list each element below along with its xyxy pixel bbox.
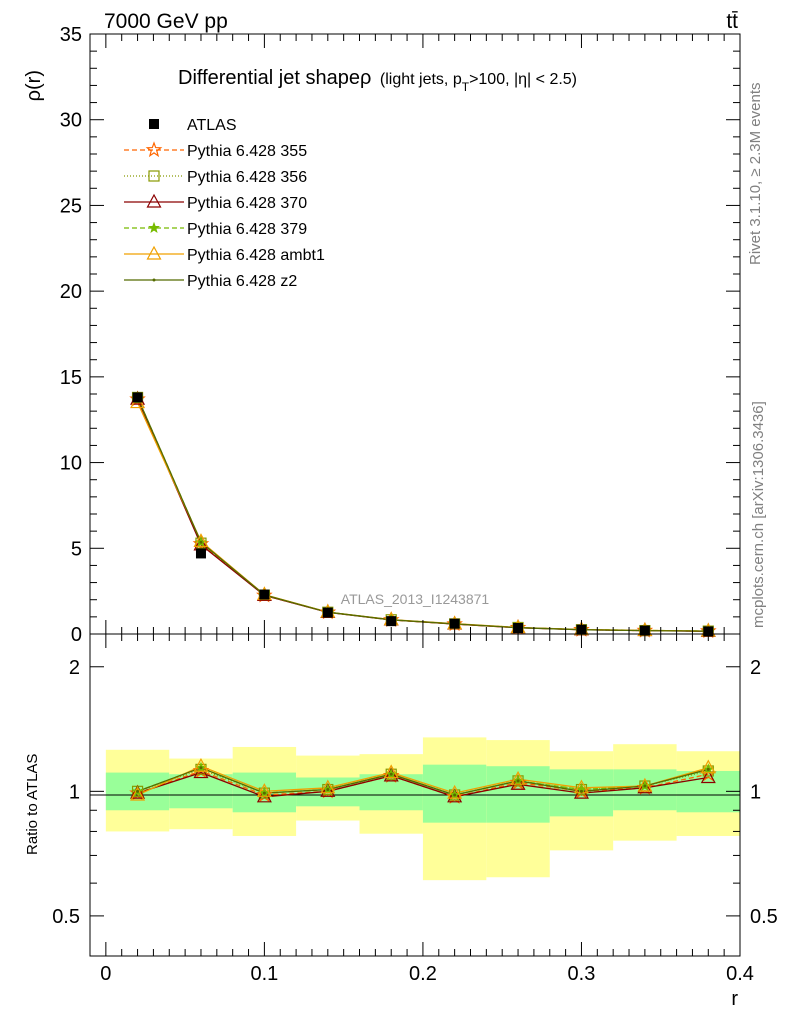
main-y-tick-label: 30 xyxy=(60,110,82,132)
atlas-data-point xyxy=(259,589,270,600)
legend-marker xyxy=(146,193,162,208)
legend-marker xyxy=(146,245,162,260)
ratio-y-tick-label-right: 2 xyxy=(750,657,761,679)
ratio-frame xyxy=(89,633,741,957)
ratio-series-marker xyxy=(579,789,583,793)
ratio-series-marker xyxy=(447,788,463,803)
x-tick-label: 0.3 xyxy=(568,963,596,985)
x-tick-label: 0 xyxy=(100,963,111,985)
legend-marker xyxy=(145,141,163,158)
ratio-series-marker xyxy=(453,793,457,797)
process-label: tt̄ xyxy=(726,10,738,33)
ratio-series-marker xyxy=(326,788,330,792)
atlas-data-point xyxy=(322,607,333,618)
ratio-series-marker xyxy=(130,786,146,801)
legend-label: Pythia 6.428 356 xyxy=(187,169,307,186)
mcplots-label: mcplots.cern.ch [arXiv:1306.3436] xyxy=(750,401,767,628)
main-series-marker xyxy=(199,540,203,544)
ratio-series-marker xyxy=(199,766,203,770)
main-panel: 0 5 10 15 20 25 30 35 ρ(r) Differential jet sha… xyxy=(23,24,741,646)
ratio-series-marker xyxy=(262,791,266,795)
ratio-y-tick-label-right: 0.5 xyxy=(750,906,778,928)
x-axis-label: r xyxy=(731,988,738,1010)
x-tick-label: 0.1 xyxy=(250,963,278,985)
ratio-series-marker xyxy=(130,784,146,799)
main-y-tick-label: 20 xyxy=(60,281,82,303)
ratio-series-line xyxy=(137,771,709,798)
ratio-series-marker xyxy=(447,784,463,799)
main-y-tick-label: 0 xyxy=(71,624,82,646)
x-tick-label: 0.2 xyxy=(409,963,437,985)
ratio-series-marker xyxy=(637,779,653,794)
main-y-tick-label: 25 xyxy=(60,195,82,217)
legend-atlas-marker xyxy=(149,119,159,129)
ratio-series-marker xyxy=(320,779,336,794)
ratio-series-line xyxy=(137,767,709,796)
ratio-y-tick-label-right: 1 xyxy=(750,781,761,803)
legend-label: Pythia 6.428 z2 xyxy=(187,273,297,290)
ratio-series-marker xyxy=(510,770,526,785)
ratio-panel: 0.5 0.5 1 1 2 2 Ratio to ATLAS xyxy=(24,633,778,957)
ratio-series-marker xyxy=(136,789,140,793)
atlas-data-point xyxy=(449,618,460,629)
main-series-marker xyxy=(193,533,209,548)
x-axis-ticks: 0 0.1 0.2 0.3 0.4 xyxy=(100,963,754,985)
atlas-data-point xyxy=(386,616,397,627)
energy-label: 7000 GeV pp xyxy=(104,10,228,33)
legend-marker xyxy=(148,221,160,233)
atlas-data-point xyxy=(195,548,206,559)
ratio-series-markers xyxy=(129,757,717,804)
ratio-series-marker xyxy=(700,769,716,784)
legend-label: Pythia 6.428 355 xyxy=(187,143,307,160)
analysis-watermark: ATLAS_2013_I1243871 xyxy=(341,591,490,607)
ratio-y-tick-label: 2 xyxy=(69,657,80,679)
ratio-inner-band xyxy=(359,774,423,811)
legend-marker xyxy=(152,278,156,282)
ratio-series-marker xyxy=(573,784,589,799)
ratio-series-marker xyxy=(383,764,399,779)
ratio-series-marker xyxy=(510,776,526,790)
ratio-series-marker xyxy=(383,767,399,782)
main-y-axis-label: ρ(r) xyxy=(23,70,45,101)
legend-label: Pythia 6.428 379 xyxy=(187,221,307,238)
ratio-series-lines xyxy=(137,765,709,798)
legend-marker xyxy=(148,170,160,182)
main-y-tick-label: 15 xyxy=(60,367,82,389)
ratio-y-axis-label: Ratio to ATLAS xyxy=(24,754,41,855)
ratio-uncertainty-bands xyxy=(105,737,740,881)
main-y-tick-label: 35 xyxy=(60,24,82,46)
ratio-series-marker xyxy=(637,777,653,792)
legend-label: Pythia 6.428 370 xyxy=(187,195,307,212)
ratio-series-marker xyxy=(706,767,710,771)
ratio-series-marker xyxy=(516,779,520,783)
ratio-series-marker xyxy=(193,757,209,772)
main-axis-ticks: 0 5 10 15 20 25 30 35 xyxy=(60,24,741,646)
ratio-series-marker xyxy=(320,783,336,797)
ratio-y-tick-label: 1 xyxy=(69,781,80,803)
main-y-tick-label: 5 xyxy=(71,538,82,560)
ratio-series-marker xyxy=(700,759,716,774)
ratio-series-line xyxy=(137,765,709,796)
ratio-series-marker xyxy=(643,784,647,788)
ratio-series-marker xyxy=(389,772,393,776)
main-y-tick-label: 10 xyxy=(60,453,82,475)
atlas-data-point xyxy=(132,392,143,403)
legend-atlas-label: ATLAS xyxy=(187,117,237,134)
legend-label: Pythia 6.428 ambt1 xyxy=(187,247,325,264)
ratio-y-tick-label: 0.5 xyxy=(52,906,80,928)
plot-title: Differential jet shapeρ (light jets, pT>… xyxy=(178,67,577,94)
x-tick-label: 0.4 xyxy=(726,963,754,985)
legend: ATLAS Pythia 6.428 355 Pythia 6.428 356 Pyt… xyxy=(124,117,325,290)
ratio-axis-ticks: 0.5 0.5 1 1 2 2 xyxy=(52,634,778,956)
rivet-version-label: Rivet 3.1.10, ≥ 2.3M events xyxy=(747,83,764,266)
ratio-series-marker xyxy=(256,783,272,797)
